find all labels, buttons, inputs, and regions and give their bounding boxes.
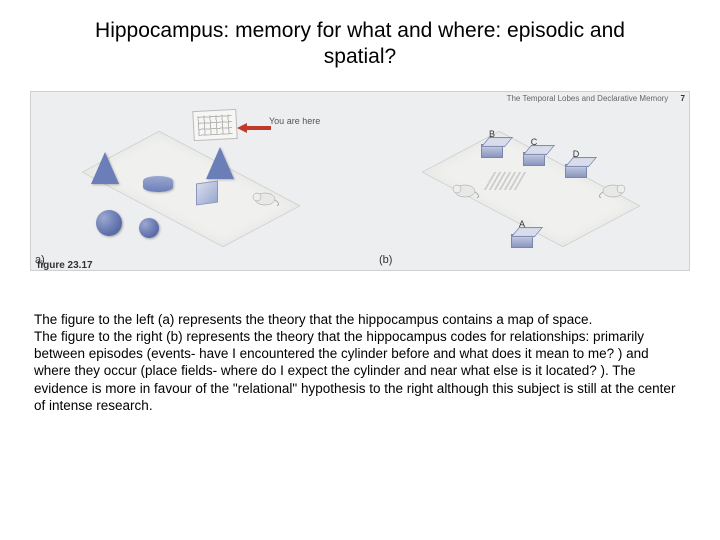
- sphere-shape: [139, 218, 159, 238]
- cube-d: D: [565, 164, 587, 178]
- rat-icon: [251, 188, 279, 206]
- cone-shape: [206, 147, 234, 179]
- box-shape: [196, 180, 218, 205]
- figure-caption-fragment: [91, 262, 649, 272]
- cube-label: D: [573, 149, 580, 159]
- cylinder-shape: [143, 176, 173, 192]
- rat-icon: [451, 180, 479, 198]
- cube-c: C: [523, 152, 545, 166]
- cone-shape: [91, 152, 119, 184]
- cube-label: A: [519, 219, 525, 229]
- maze-card: [192, 108, 238, 140]
- cube-b: B: [481, 144, 503, 158]
- cube-label: B: [489, 129, 495, 139]
- panel-b: B C D A (b): [371, 92, 691, 270]
- figure-area: The Temporal Lobes and Declarative Memor…: [30, 91, 690, 271]
- panel-a: You are here a): [31, 92, 351, 270]
- rat-icon: [599, 180, 627, 198]
- paragraph-2: The figure to the right (b) represents t…: [34, 328, 686, 414]
- body-text: The figure to the left (a) represents th…: [0, 271, 720, 415]
- cube-a: A: [511, 234, 533, 248]
- figure-number: figure 23.17: [37, 260, 93, 271]
- cube-label: C: [531, 137, 538, 147]
- paragraph-1: The figure to the left (a) represents th…: [34, 311, 686, 328]
- arrow-icon: [237, 120, 271, 130]
- sphere-shape: [96, 210, 122, 236]
- you-are-here-label: You are here: [269, 116, 320, 126]
- page-title: Hippocampus: memory for what and where: …: [0, 0, 720, 81]
